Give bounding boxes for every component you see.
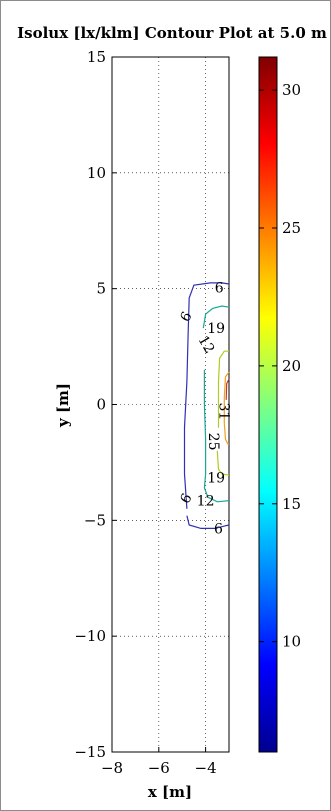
colorbar-ticks: 10 15 20 25 30 bbox=[259, 81, 301, 651]
contour-line-19-upper bbox=[217, 350, 229, 428]
contour-line-31-path bbox=[225, 378, 230, 400]
chart-title: Isolux [lx/klm] Contour Plot at 5.0 m bbox=[17, 24, 327, 42]
x-tick-label: −6 bbox=[148, 759, 170, 777]
contour-label: 12 bbox=[197, 494, 215, 510]
contour-line-6-upper bbox=[183, 282, 230, 509]
grid-lines bbox=[112, 57, 229, 752]
colorbar bbox=[258, 56, 278, 753]
contour-line-12-upper bbox=[202, 305, 230, 329]
contour-label: 6 bbox=[214, 521, 223, 537]
y-tick-label: 15 bbox=[87, 48, 106, 66]
contour-line-6-lower bbox=[186, 515, 230, 529]
colorbar-tick-label: 25 bbox=[282, 219, 301, 237]
x-tick-label: −8 bbox=[101, 759, 123, 777]
y-tick-label: 5 bbox=[96, 280, 106, 298]
y-tick-label: −10 bbox=[74, 627, 106, 645]
contour-lines bbox=[183, 282, 230, 529]
y-tick-label: 0 bbox=[96, 396, 106, 414]
y-tick-label: −15 bbox=[74, 743, 106, 761]
colorbar-tick-label: 20 bbox=[282, 357, 301, 375]
contour-label: 12 bbox=[195, 333, 218, 356]
x-tick-label: −4 bbox=[195, 759, 217, 777]
contour-label: 31 bbox=[215, 403, 231, 421]
x-axis-ticks: −8 −6 −4 bbox=[101, 747, 217, 777]
plot-area-frame bbox=[111, 56, 230, 753]
y-axis-ticks: −15 −10 −5 0 5 10 15 bbox=[74, 48, 117, 761]
contour-line-25-path bbox=[223, 371, 230, 445]
contour-label: 6 bbox=[177, 491, 195, 507]
contour-label: 19 bbox=[207, 470, 225, 486]
y-tick-label: 10 bbox=[87, 164, 106, 182]
contour-label: 6 bbox=[215, 281, 224, 297]
contour-line-19-lower bbox=[216, 450, 230, 476]
contour-label: 19 bbox=[207, 321, 225, 337]
contour-label: 6 bbox=[177, 309, 195, 325]
x-axis-label: x [m] bbox=[148, 783, 192, 801]
colorbar-tick-label: 10 bbox=[282, 633, 301, 651]
colorbar-tick-label: 15 bbox=[282, 495, 301, 513]
y-tick-label: −5 bbox=[84, 511, 106, 529]
contour-line-12-lower bbox=[203, 369, 230, 503]
y-axis-label: y [m] bbox=[54, 383, 72, 428]
colorbar-tick-label: 30 bbox=[282, 81, 301, 99]
contour-label: 25 bbox=[205, 433, 221, 451]
